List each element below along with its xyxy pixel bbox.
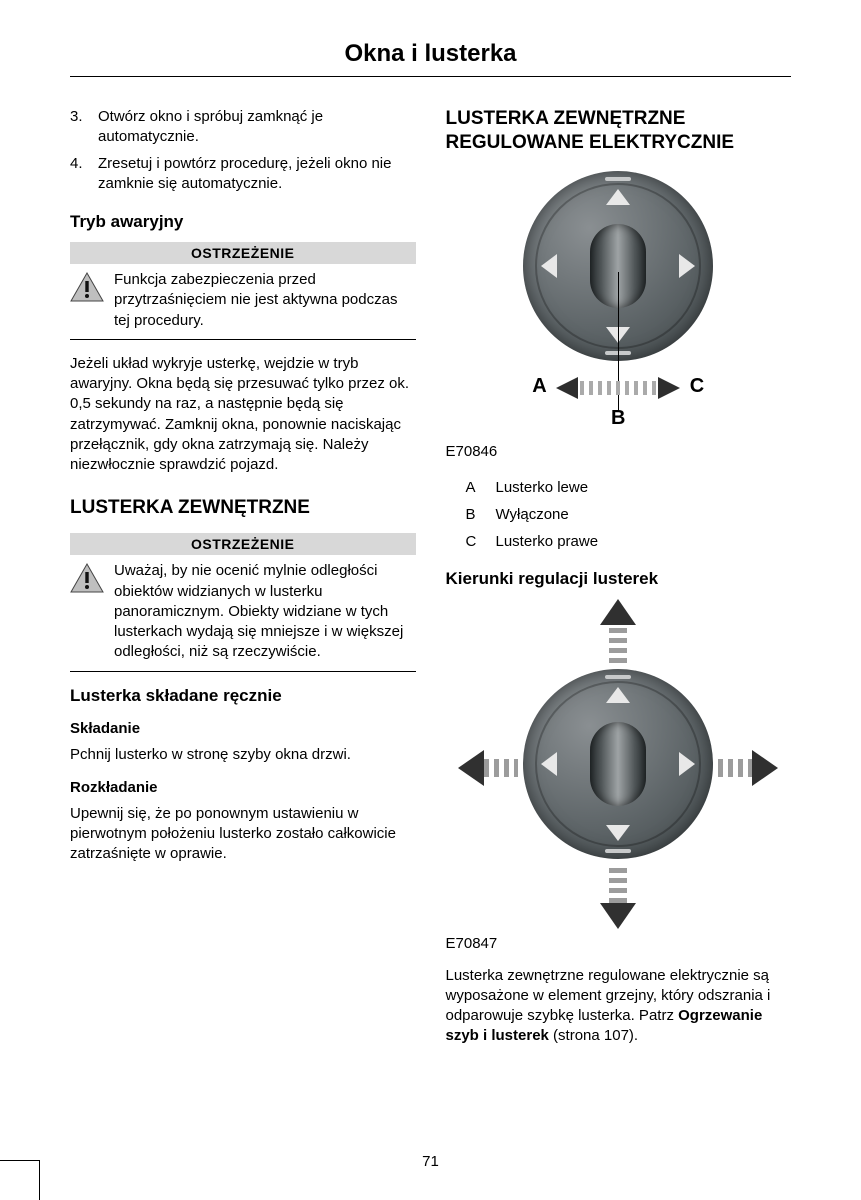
- warning-label: OSTRZEŻENIE: [70, 242, 416, 264]
- crop-mark: [0, 1160, 40, 1200]
- heated-mirror-body: Lusterka zewnętrzne regulowane elektrycz…: [446, 966, 792, 1047]
- dial-knob: [590, 722, 646, 806]
- arrow-left-icon: [541, 752, 557, 776]
- figure-adjust-directions: [458, 599, 778, 929]
- warning-box: Uważaj, by nie ocenić mylnie odległości …: [70, 555, 416, 662]
- selector-track: [580, 381, 656, 395]
- figure-code: E70846: [446, 443, 792, 460]
- heading-adjust-directions: Kierunki regulacji lusterek: [446, 569, 792, 589]
- warning-text: Uważaj, by nie ocenić mylnie odległości …: [114, 561, 416, 662]
- figure-code: E70847: [446, 935, 792, 952]
- label-c: C: [690, 375, 704, 398]
- numbered-steps: 3. Otwórz okno i spróbuj zamknąć je auto…: [70, 107, 416, 194]
- direction-arrow-left: [458, 750, 518, 786]
- heading-manual-fold: Lusterka składane ręcznie: [70, 686, 416, 706]
- heading-emergency-mode: Tryb awaryjny: [70, 212, 416, 232]
- dial-mark-top: [605, 675, 631, 679]
- folding-body: Pchnij lusterko w stronę szyby okna drzw…: [70, 745, 416, 765]
- dial-mark-bottom: [605, 849, 631, 853]
- arrow-up-icon: [606, 189, 630, 205]
- figure-mirror-switch: A B C: [458, 171, 778, 437]
- step-text: Otwórz okno i spróbuj zamknąć je automat…: [98, 107, 416, 148]
- heading-exterior-mirrors: LUSTERKA ZEWNĘTRZNE: [70, 497, 416, 519]
- arrow-right-icon: [679, 752, 695, 776]
- list-item: 4. Zresetuj i powtórz procedurę, jeżeli …: [70, 154, 416, 195]
- arrow-up-icon: [606, 687, 630, 703]
- legend-item: C Lusterko prawe: [446, 528, 792, 555]
- left-column: 3. Otwórz okno i spróbuj zamknąć je auto…: [70, 107, 416, 1057]
- legend-value: Lusterko lewe: [496, 474, 589, 501]
- emergency-body: Jeżeli układ wykryje usterkę, wejdzie w …: [70, 354, 416, 476]
- unfolding-body: Upewnij się, że po ponownym ustawieniu w…: [70, 804, 416, 865]
- heading-electric-mirrors: LUSTERKA ZEWNĘTRZNE REGULOWANE ELEKTRYCZ…: [446, 107, 792, 155]
- label-b: B: [611, 407, 625, 430]
- direction-arrow-down: [600, 865, 636, 929]
- warning-label: OSTRZEŻENIE: [70, 533, 416, 555]
- label-a: A: [532, 375, 546, 398]
- legend-list: A Lusterko lewe B Wyłączone C Lusterko p…: [446, 474, 792, 555]
- legend-key: C: [446, 528, 496, 555]
- legend-value: Wyłączone: [496, 501, 569, 528]
- direction-arrow-right: [718, 750, 778, 786]
- step-number: 4.: [70, 154, 98, 195]
- step-number: 3.: [70, 107, 98, 148]
- legend-value: Lusterko prawe: [496, 528, 599, 555]
- legend-item: A Lusterko lewe: [446, 474, 792, 501]
- page-title: Okna i lusterka: [70, 40, 791, 68]
- legend-key: A: [446, 474, 496, 501]
- heading-folding: Składanie: [70, 720, 416, 737]
- title-rule: [70, 76, 791, 77]
- mirror-dial: [523, 669, 713, 859]
- list-item: 3. Otwórz okno i spróbuj zamknąć je auto…: [70, 107, 416, 148]
- warning-box: Funkcja zabezpieczenia przed przytrzaśni…: [70, 264, 416, 340]
- warning-icon: [70, 272, 104, 302]
- arrow-right-icon: [658, 377, 680, 399]
- heading-unfolding: Rozkładanie: [70, 779, 416, 796]
- page-number: 71: [0, 1153, 861, 1170]
- arrow-right-icon: [679, 254, 695, 278]
- direction-arrow-up: [600, 599, 636, 663]
- legend-key: B: [446, 501, 496, 528]
- right-column: LUSTERKA ZEWNĘTRZNE REGULOWANE ELEKTRYCZ…: [446, 107, 792, 1057]
- warning-text: Funkcja zabezpieczenia przed przytrzaśni…: [114, 270, 416, 331]
- step-text: Zresetuj i powtórz procedurę, jeżeli okn…: [98, 154, 416, 195]
- dial-mark-top: [605, 177, 631, 181]
- arrow-left-icon: [541, 254, 557, 278]
- body-text: (strona 107).: [549, 1027, 638, 1044]
- figure-abc-labels: A B C: [458, 367, 778, 437]
- legend-item: B Wyłączone: [446, 501, 792, 528]
- warning-icon: [70, 563, 104, 593]
- arrow-left-icon: [556, 377, 578, 399]
- arrow-down-icon: [606, 825, 630, 841]
